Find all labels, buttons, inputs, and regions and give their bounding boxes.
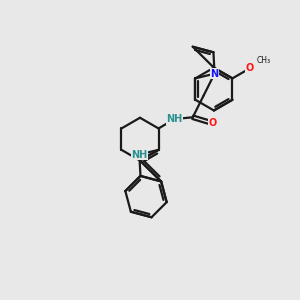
Text: N: N	[211, 69, 219, 79]
Text: CH₃: CH₃	[256, 56, 270, 65]
Text: NH: NH	[166, 114, 182, 124]
Text: NH: NH	[131, 149, 148, 160]
Text: O: O	[208, 118, 217, 128]
Text: O: O	[246, 63, 254, 73]
